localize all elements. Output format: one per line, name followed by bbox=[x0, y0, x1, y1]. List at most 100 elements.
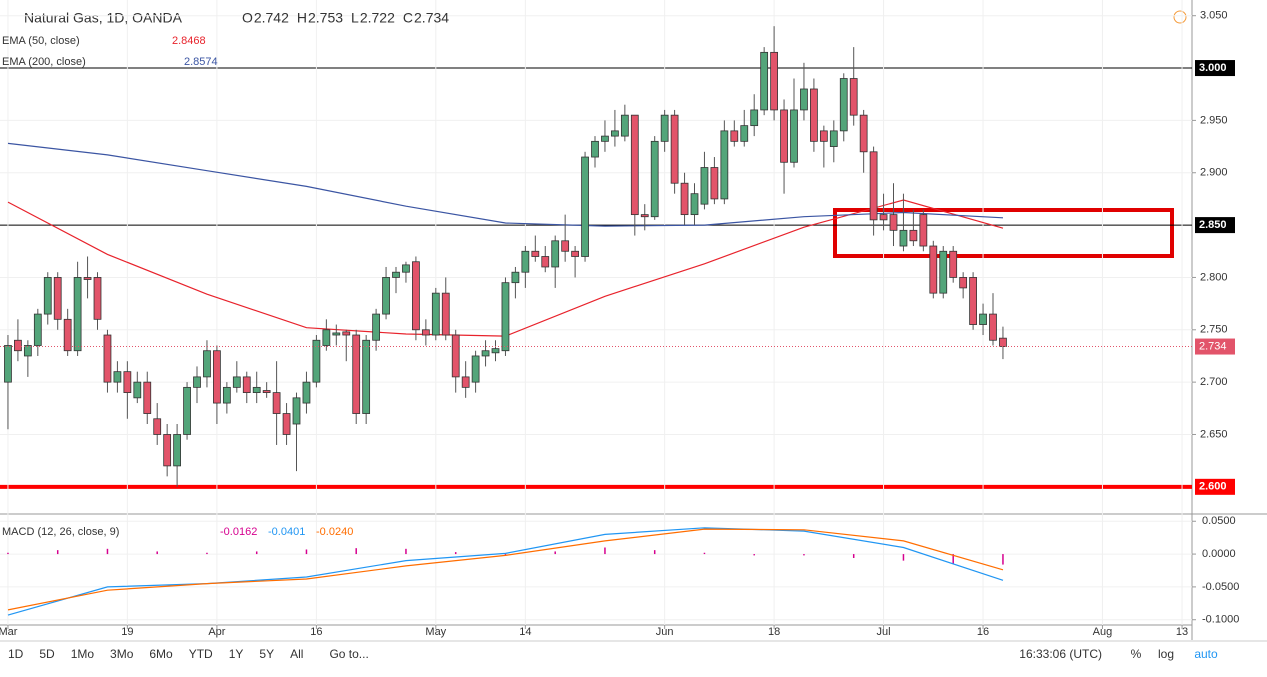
candle-body bbox=[919, 214, 928, 247]
scale-option[interactable]: auto bbox=[1194, 647, 1218, 661]
range-button[interactable]: 1Y bbox=[229, 647, 244, 661]
x-tick-label: Jul bbox=[877, 626, 891, 638]
macd-line bbox=[7, 527, 1004, 616]
range-button[interactable]: 3Mo bbox=[110, 647, 134, 661]
legend-value: 2.8468 bbox=[172, 35, 206, 47]
candle-body bbox=[173, 434, 181, 467]
scale-option[interactable]: % bbox=[1131, 647, 1142, 661]
legend-text: 2.753 bbox=[308, 10, 343, 26]
candle-body bbox=[770, 51, 778, 111]
candle-body bbox=[372, 313, 380, 341]
legend-text: EMA (50, close) bbox=[2, 35, 80, 47]
x-tick-label: Apr bbox=[208, 626, 225, 638]
scale-option[interactable]: log bbox=[1158, 647, 1174, 661]
candle-body bbox=[133, 381, 142, 399]
candle-body bbox=[352, 334, 361, 414]
candle-body bbox=[461, 376, 470, 388]
alert-icon[interactable] bbox=[1173, 10, 1187, 24]
x-tick-label: 16 bbox=[977, 626, 989, 638]
legend-text: EMA (200, close) bbox=[2, 56, 86, 68]
legend-value: -0.0240 bbox=[316, 526, 353, 538]
legend-text: L bbox=[351, 10, 359, 26]
candle-body bbox=[909, 229, 918, 242]
legend-text: MACD (12, 26, close, 9) bbox=[2, 526, 119, 538]
legend-value: -0.0162 bbox=[220, 526, 257, 538]
candle-body bbox=[53, 277, 62, 320]
candle-body bbox=[113, 371, 122, 383]
candle-body bbox=[740, 125, 749, 142]
candle-body bbox=[163, 434, 172, 467]
candle-body bbox=[83, 277, 92, 280]
candle-body bbox=[183, 386, 191, 435]
candle-body bbox=[421, 329, 430, 336]
candle-body bbox=[521, 250, 530, 273]
candle-body bbox=[869, 151, 878, 221]
y-tick-label: 2.650 bbox=[1200, 428, 1228, 440]
candle-body bbox=[153, 418, 162, 435]
candle-body bbox=[481, 350, 490, 357]
y-tick-label: 0.0000 bbox=[1202, 548, 1236, 560]
candle-body bbox=[252, 386, 261, 394]
x-tick-label: 19 bbox=[121, 626, 133, 638]
candle-body bbox=[760, 51, 769, 111]
candle-body bbox=[63, 318, 72, 352]
candle-body bbox=[33, 313, 42, 346]
y-tick-label: 2.750 bbox=[1200, 324, 1228, 336]
y-tick-label: 0.0500 bbox=[1202, 515, 1236, 527]
candle-body bbox=[143, 381, 152, 414]
range-button[interactable]: 1Mo bbox=[71, 647, 95, 661]
candle-body bbox=[780, 109, 788, 163]
candle-body bbox=[899, 229, 908, 247]
candle-body bbox=[949, 250, 958, 278]
candle-body bbox=[123, 371, 132, 394]
candle-body bbox=[43, 277, 52, 315]
candle-body bbox=[650, 140, 659, 218]
candle-body bbox=[282, 413, 291, 435]
candle-body bbox=[362, 339, 371, 414]
macd-line bbox=[7, 528, 1004, 611]
x-tick-label: Aug bbox=[1093, 626, 1113, 638]
range-button[interactable]: 5D bbox=[39, 647, 55, 661]
legend-text: 2.734 bbox=[414, 10, 449, 26]
y-tick-label: -0.1000 bbox=[1202, 614, 1239, 626]
candle-body bbox=[601, 135, 609, 142]
candle-body bbox=[730, 130, 739, 142]
candle-body bbox=[203, 350, 211, 378]
candle-body bbox=[103, 334, 112, 383]
legend-value: -0.0401 bbox=[268, 526, 305, 538]
candle-body bbox=[222, 386, 231, 404]
candle-body bbox=[561, 240, 570, 252]
y-tick-label: -0.0500 bbox=[1202, 581, 1239, 593]
candle-body bbox=[790, 109, 798, 163]
range-button[interactable]: YTD bbox=[189, 647, 213, 661]
range-button[interactable]: 1D bbox=[8, 647, 24, 661]
x-tick-label: 14 bbox=[519, 626, 531, 638]
x-tick-label: Mar bbox=[0, 626, 18, 638]
range-button[interactable]: 5Y bbox=[259, 647, 274, 661]
legend-text: C bbox=[403, 10, 413, 26]
candle-body bbox=[193, 376, 201, 388]
candle-body bbox=[810, 88, 818, 142]
candle-body bbox=[859, 114, 868, 153]
clock: 16:33:06 (UTC) bbox=[1019, 647, 1102, 661]
candle-body bbox=[23, 345, 32, 357]
candle-body bbox=[342, 331, 351, 336]
candle-body bbox=[999, 337, 1007, 347]
level-label: 2.600 bbox=[1199, 481, 1227, 493]
candle-body bbox=[14, 339, 22, 352]
candle-body bbox=[93, 277, 102, 320]
range-button[interactable]: All bbox=[290, 647, 303, 661]
x-tick-label: Jun bbox=[656, 626, 674, 638]
candle-body bbox=[879, 214, 888, 221]
range-button[interactable]: 6Mo bbox=[149, 647, 173, 661]
x-tick-label: May bbox=[425, 626, 446, 638]
candle-body bbox=[292, 397, 301, 425]
candle-body bbox=[939, 250, 948, 294]
goto-button[interactable]: Go to... bbox=[329, 647, 368, 661]
candle-body bbox=[431, 292, 440, 336]
last-price-badge bbox=[1195, 338, 1235, 355]
candle-body bbox=[242, 376, 251, 394]
candle-body bbox=[969, 277, 977, 325]
